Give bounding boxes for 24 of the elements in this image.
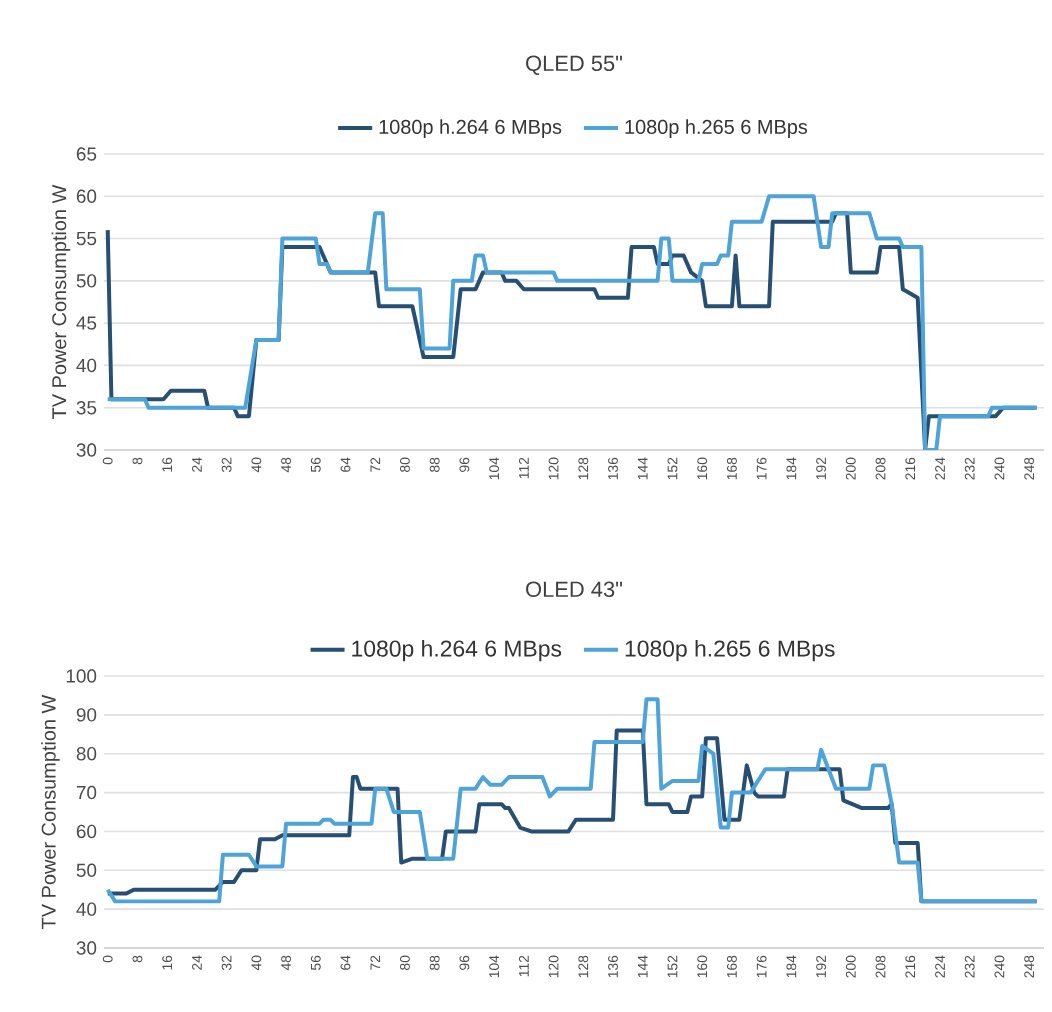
y-tick-label: 40 <box>76 902 97 916</box>
y-tick-label: 90 <box>76 708 97 722</box>
y-tick-label: 55 <box>76 231 97 246</box>
y-axis-title: TV Power Consumption W <box>51 184 71 419</box>
y-axis-title: TV Power Consumption W <box>41 694 60 929</box>
y-tick-label: 30 <box>76 941 97 955</box>
legend-label: 1080p h.264 6 MBps <box>379 119 562 138</box>
y-tick-label: 30 <box>76 443 97 457</box>
chart-title: QLED 55" <box>526 55 623 75</box>
y-tick-label: 35 <box>76 401 97 415</box>
legend-label: 1080p h.265 6 MBps <box>625 119 808 138</box>
y-tick-label: 70 <box>76 785 97 800</box>
y-tick-label: 60 <box>76 824 97 839</box>
y-tick-label: 80 <box>76 747 97 761</box>
y-tick-label: 65 <box>76 147 97 161</box>
y-tick-label: 60 <box>76 189 97 203</box>
chart-title: OLED 43" <box>526 581 623 598</box>
y-tick-label: 40 <box>76 358 97 373</box>
y-tick-label: 45 <box>76 316 97 330</box>
legend-label: 1080p h.265 6 MBps <box>625 639 835 662</box>
y-tick-label: 100 <box>66 669 97 683</box>
y-tick-label: 50 <box>76 274 97 288</box>
y-tick-label: 50 <box>76 863 97 877</box>
legend-label: 1080p h.264 6 MBps <box>352 639 562 662</box>
